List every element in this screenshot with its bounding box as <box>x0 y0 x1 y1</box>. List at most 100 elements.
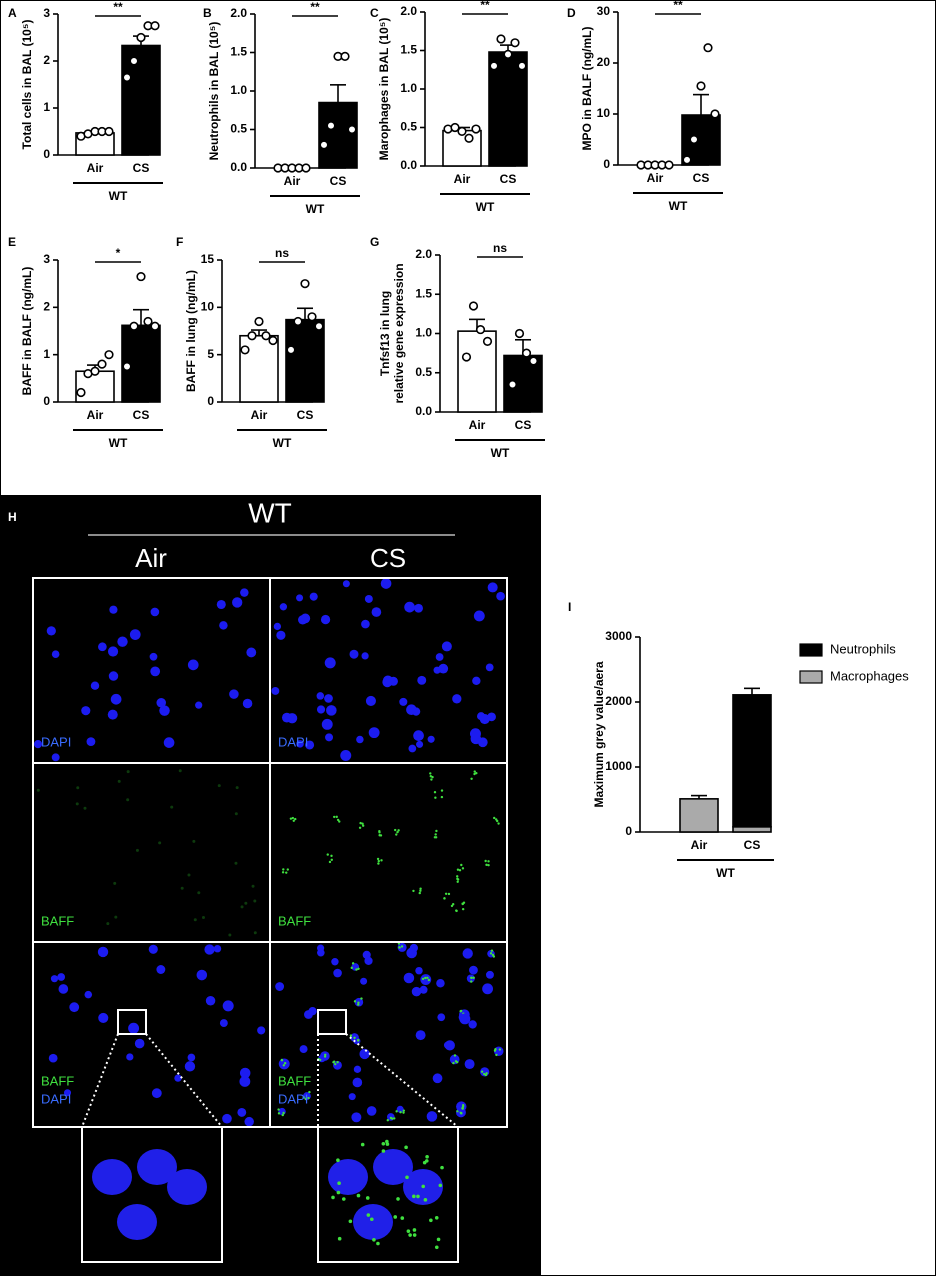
speckle <box>440 795 444 799</box>
y-axis-label: Tnfsf13 in lung <box>378 291 392 376</box>
data-point <box>514 328 525 339</box>
nucleus <box>320 614 331 625</box>
nucleus <box>328 1159 368 1195</box>
speckle <box>475 771 478 775</box>
nucleus <box>324 657 336 669</box>
speckle <box>485 1072 488 1075</box>
inset-marker <box>117 1009 147 1035</box>
speckle <box>336 1158 340 1163</box>
data-point <box>286 345 296 355</box>
y-tick-label: 10 <box>597 106 611 120</box>
nucleus <box>107 709 118 720</box>
nucleus <box>413 730 424 741</box>
nucleus <box>485 663 494 672</box>
y-tick-label: 15 <box>201 252 215 266</box>
speckle <box>426 976 429 980</box>
nucleus <box>57 973 66 981</box>
data-point <box>347 124 357 135</box>
nucleus <box>237 1107 247 1117</box>
speckle <box>187 873 191 877</box>
speckle <box>458 868 462 872</box>
speckle <box>361 824 365 827</box>
speckle <box>493 816 496 820</box>
speckle <box>294 817 297 821</box>
speckle <box>376 857 380 861</box>
nucleus <box>240 588 249 597</box>
nucleus <box>360 977 368 985</box>
nucleus <box>51 753 60 762</box>
speckle <box>358 826 362 829</box>
speckle <box>473 772 476 776</box>
nucleus <box>46 626 56 636</box>
data-point <box>496 34 506 44</box>
nucleus <box>464 1059 475 1070</box>
nucleus <box>128 1022 140 1034</box>
data-point <box>268 335 278 346</box>
data-point <box>450 122 460 133</box>
speckle <box>361 822 364 825</box>
y-tick-label: 1.5 <box>400 43 417 57</box>
x-tick-label: Air <box>284 174 301 188</box>
speckle <box>393 1215 398 1219</box>
speckle <box>282 1111 285 1115</box>
data-point <box>457 126 467 136</box>
nucleus <box>316 692 325 700</box>
speckle <box>337 1236 342 1241</box>
nucleus <box>331 958 339 966</box>
bar <box>121 44 161 156</box>
x-tick-label: CS <box>744 838 761 852</box>
speckle <box>385 1142 390 1146</box>
data-point <box>97 359 107 369</box>
data-point <box>247 331 257 341</box>
y-axis-label: MPO in BALF (ng/mL) <box>580 27 594 151</box>
speckle <box>350 966 353 970</box>
channel-label: DAPI <box>278 1091 308 1106</box>
nucleus <box>156 965 166 974</box>
nucleus <box>432 1073 443 1084</box>
data-point <box>326 121 336 131</box>
nucleus <box>97 946 109 958</box>
y-tick-label: 1.5 <box>415 286 432 300</box>
nucleus <box>353 1065 362 1074</box>
data-point <box>521 348 532 358</box>
nucleus <box>195 701 203 709</box>
nucleus <box>459 1013 471 1025</box>
data-point <box>104 126 114 137</box>
speckle <box>489 952 493 955</box>
nucleus <box>222 1000 234 1012</box>
speckle <box>412 1194 416 1199</box>
nucleus <box>129 629 141 640</box>
speckle <box>402 1111 405 1114</box>
data-point <box>301 163 311 173</box>
nucleus <box>348 1093 356 1101</box>
nucleus <box>229 689 239 699</box>
data-point <box>468 301 479 311</box>
group-label: WT <box>476 200 495 214</box>
y-tick-label: 2 <box>43 300 50 314</box>
group-label: WT <box>491 446 510 460</box>
nucleus <box>279 603 288 611</box>
data-point <box>240 345 250 355</box>
speckle <box>126 770 130 774</box>
data-point <box>464 133 474 143</box>
nucleus <box>271 686 280 695</box>
bar-segment <box>679 798 719 833</box>
nucleus <box>149 652 158 661</box>
significance-label: ** <box>113 0 123 14</box>
y-tick-label: 0.5 <box>415 365 432 379</box>
data-point <box>517 61 527 71</box>
data-point <box>76 387 86 398</box>
nucleus <box>304 1010 313 1019</box>
nucleus <box>325 733 334 742</box>
speckle <box>379 834 383 837</box>
nucleus <box>419 985 428 994</box>
y-tick-label: 1 <box>43 347 50 361</box>
significance-label: * <box>116 246 121 260</box>
y-tick-label: 0 <box>43 394 50 408</box>
y-axis-label: Maximum grey value/aera <box>592 661 606 807</box>
nucleus <box>117 1204 157 1240</box>
nucleus <box>205 995 216 1006</box>
nucleus <box>462 948 473 959</box>
inset-guide <box>81 1033 119 1128</box>
data-point <box>150 21 160 31</box>
